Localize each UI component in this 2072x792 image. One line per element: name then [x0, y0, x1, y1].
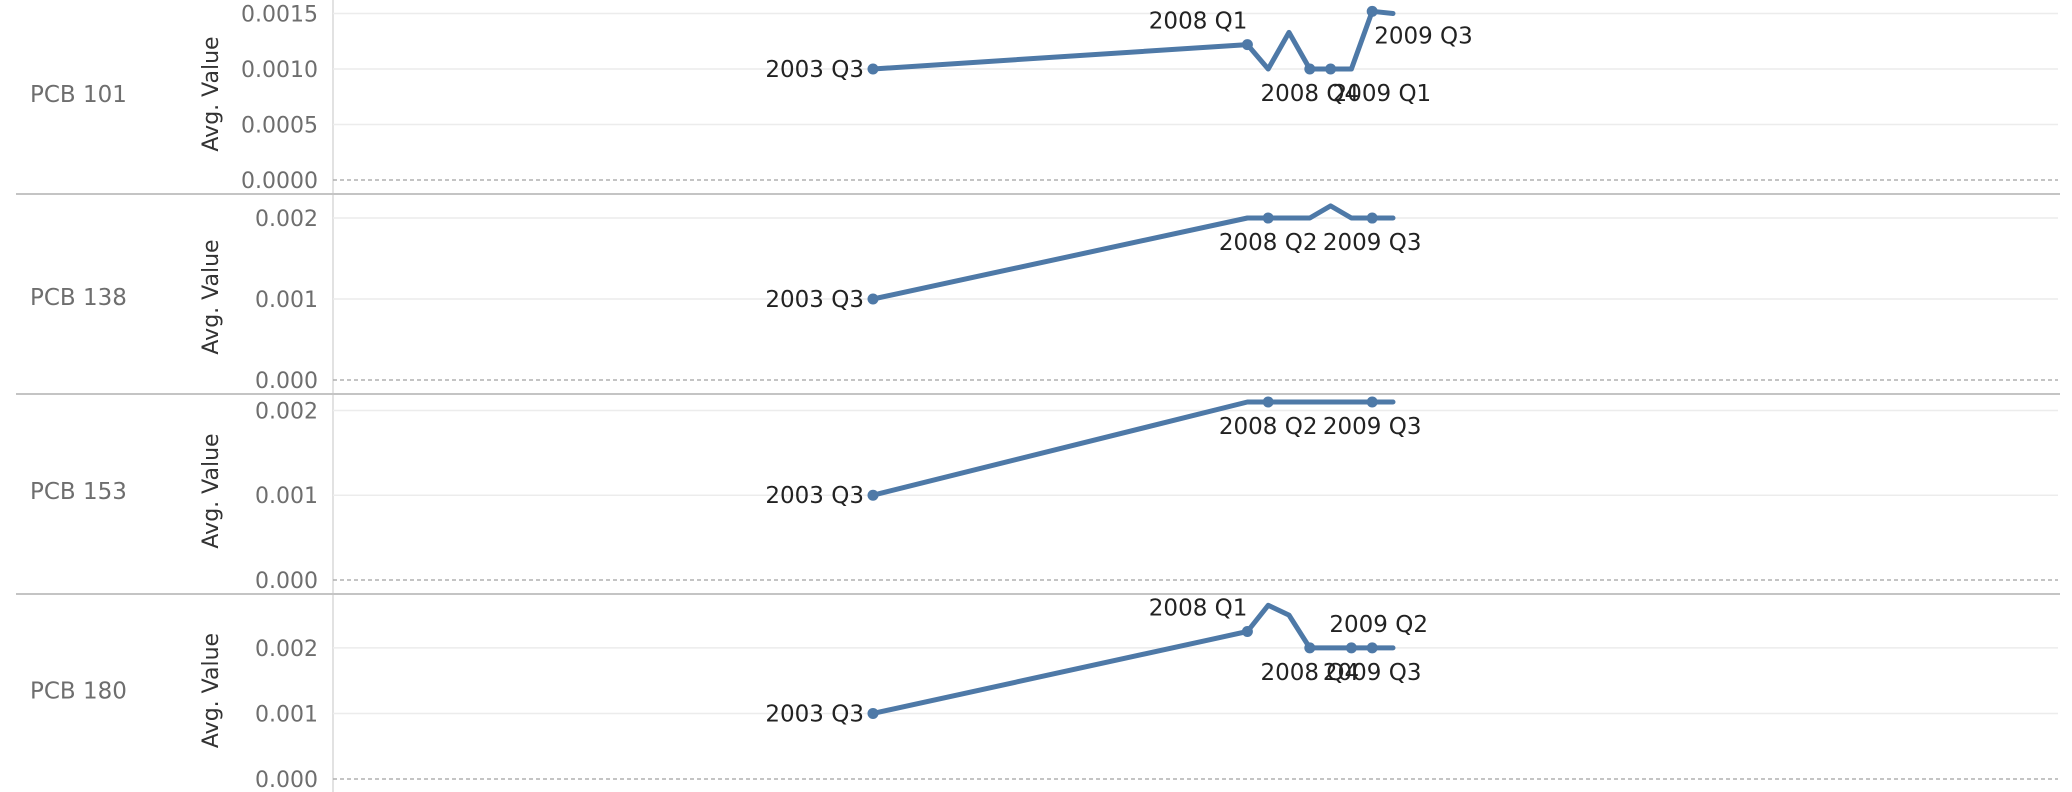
y-tick-label: 0.0005: [241, 114, 318, 139]
series-line: [870, 8, 1396, 72]
data-point[interactable]: [1366, 212, 1378, 224]
y-tick-label: 0.002: [255, 399, 318, 424]
y-tick-label: 0.0010: [241, 58, 318, 83]
y-tick-label: 0.000: [255, 369, 318, 394]
chart-panel: 0.000 0.001 0.002 PCB 180 Avg. Value 2003 Q3 2…: [30, 596, 2058, 792]
y-tick-label: 0.000: [255, 569, 318, 594]
data-point[interactable]: [1304, 642, 1316, 654]
data-point[interactable]: [1304, 63, 1316, 75]
y-tick-label: 0.0015: [241, 3, 318, 28]
chart-panel: 0.0000 0.0005 0.0010 0.0015 PCB 101 Avg. Valu…: [30, 3, 2058, 194]
row-label: PCB 101: [30, 82, 127, 108]
y-axis-title: Avg. Value: [199, 36, 224, 151]
data-label: 2009 Q3: [1323, 414, 1422, 440]
row-label: PCB 138: [30, 285, 127, 311]
data-label: 2009 Q3: [1323, 230, 1422, 256]
y-tick-label: 0.001: [255, 702, 318, 727]
row-label: PCB 180: [30, 679, 127, 705]
y-tick-label: 0.002: [255, 207, 318, 232]
data-label: 2003 Q3: [765, 701, 864, 727]
data-label: 2008 Q4: [1261, 660, 1360, 686]
data-point[interactable]: [1366, 642, 1378, 654]
data-point[interactable]: [1325, 63, 1337, 75]
y-tick-label: 0.001: [255, 484, 318, 509]
series-line: [870, 399, 1396, 498]
data-label: 2009 Q1: [1333, 81, 1432, 107]
y-tick-label: 0.000: [255, 768, 318, 792]
data-point[interactable]: [1262, 396, 1274, 408]
data-label: 2003 Q3: [765, 57, 864, 83]
data-label: 2009 Q3: [1374, 23, 1473, 49]
data-point[interactable]: [1345, 642, 1357, 654]
data-label: 2009 Q2: [1329, 612, 1428, 638]
chart-panel: 0.000 0.001 0.002 PCB 153 Avg. Value 2003 Q3 2…: [30, 396, 2058, 594]
data-label: 2008 Q1: [1149, 9, 1248, 35]
data-label: 2008 Q2: [1219, 230, 1318, 256]
data-point[interactable]: [867, 707, 879, 719]
data-point[interactable]: [1366, 396, 1378, 408]
data-label: 2008 Q4: [1261, 81, 1360, 107]
data-point[interactable]: [867, 293, 879, 305]
data-label: 2008 Q1: [1149, 596, 1248, 622]
data-label: 2009 Q3: [1323, 660, 1422, 686]
y-tick-label: 0.0000: [241, 169, 318, 194]
data-point[interactable]: [1366, 5, 1378, 17]
y-axis-title: Avg. Value: [199, 239, 224, 354]
data-label: 2003 Q3: [765, 483, 864, 509]
series-line: [870, 203, 1396, 302]
data-point[interactable]: [867, 489, 879, 501]
y-tick-label: 0.001: [255, 288, 318, 313]
data-label: 2003 Q3: [765, 287, 864, 313]
data-point[interactable]: [1262, 212, 1274, 224]
data-point[interactable]: [867, 63, 879, 75]
data-point[interactable]: [1241, 626, 1253, 637]
data-label: 2008 Q2: [1219, 414, 1318, 440]
row-label: PCB 153: [30, 479, 127, 505]
chart-panel: 0.000 0.001 0.002 PCB 138 Avg. Value 2003 Q3 2…: [30, 203, 2058, 394]
y-tick-label: 0.002: [255, 637, 318, 662]
data-point[interactable]: [1241, 39, 1253, 51]
y-axis-title: Avg. Value: [199, 433, 224, 548]
y-axis-title: Avg. Value: [199, 633, 224, 748]
